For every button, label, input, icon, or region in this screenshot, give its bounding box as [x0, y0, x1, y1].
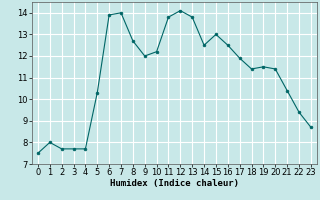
X-axis label: Humidex (Indice chaleur): Humidex (Indice chaleur) [110, 179, 239, 188]
